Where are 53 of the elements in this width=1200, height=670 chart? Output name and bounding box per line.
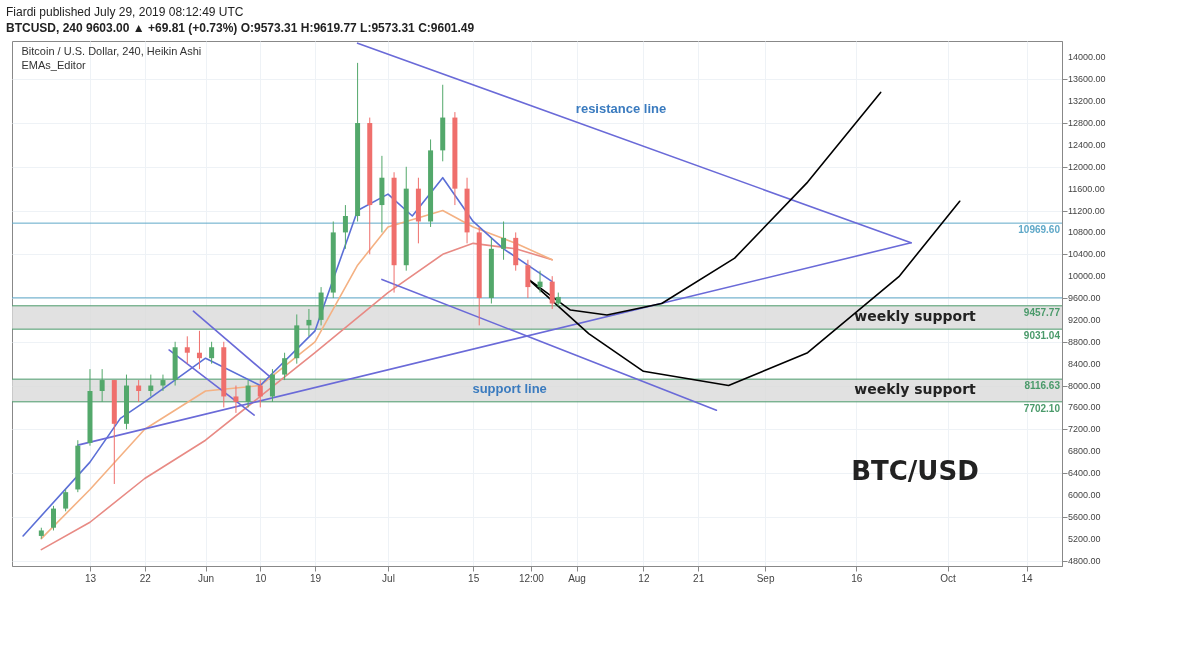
y-tick-label: 10800.00	[1068, 227, 1106, 238]
annotation: resistance line	[575, 101, 667, 117]
x-tick-label: 21	[693, 572, 705, 584]
text: EMAs_Editor	[21, 59, 87, 71]
y-tick-label: 12400.00	[1068, 139, 1106, 150]
y-tick-label: 13600.00	[1068, 74, 1106, 85]
y-tick-label: 9200.00	[1068, 314, 1101, 325]
chart-title: Bitcoin / U.S. Dollar, 240, Heikin Ashi	[21, 45, 202, 57]
y-tick-label: 8800.00	[1068, 336, 1101, 347]
y-tick-label: 11600.00	[1068, 183, 1105, 194]
annotation: BTC/USD	[851, 455, 979, 486]
x-tick-label: 13	[84, 572, 97, 584]
y-tick-label: 10000.00	[1068, 271, 1106, 282]
y-tick-label: 6000.00	[1068, 489, 1101, 500]
y-tick-label: 10400.00	[1068, 249, 1106, 260]
x-tick-label: 22	[139, 572, 152, 584]
y-tick-label: 12000.00	[1068, 161, 1106, 172]
y-tick-label: 6400.00	[1068, 468, 1101, 479]
y-tick-label: 13200.00	[1068, 96, 1106, 107]
y-tick-label: 5600.00	[1068, 511, 1101, 522]
band-label: weekly support	[854, 381, 977, 398]
y-tick-label: 9600.00	[1068, 293, 1101, 304]
x-tick-label: Jul	[382, 572, 395, 584]
ref-line-label: 7702.10	[1023, 402, 1061, 414]
y-tick-label: 7200.00	[1068, 424, 1101, 435]
band-label: weekly support	[854, 308, 977, 325]
y-tick-label: 8400.00	[1068, 358, 1101, 369]
annotation: support line	[472, 381, 547, 397]
x-tick-label: 16	[851, 572, 863, 584]
x-tick-label: Aug	[568, 572, 586, 584]
x-tick-label: 15	[468, 572, 480, 584]
x-tick-label: 12:00	[518, 572, 545, 584]
x-tick-label: 10	[255, 572, 267, 584]
y-tick-label: 8000.00	[1068, 380, 1101, 391]
ref-line-label: 10969.60	[1018, 224, 1061, 236]
ref-line-label: 8116.63	[1024, 380, 1061, 392]
ref-line-label: 9031.04	[1023, 330, 1061, 342]
text: BTCUSD, 240 9603.00 ▲ +69.81 (+0.73%) O:9573.31 H:9619.77 L:9573.31 C:9601.49	[6, 20, 476, 36]
ref-line-label: 9457.77	[1023, 306, 1061, 318]
y-tick-label: 4800.00	[1068, 555, 1101, 566]
x-tick-label: Jun	[197, 572, 215, 584]
y-tick-label: 5200.00	[1068, 533, 1101, 544]
x-tick-label: Oct	[940, 572, 957, 584]
y-tick-label: 6800.00	[1068, 446, 1101, 457]
x-tick-label: 14	[1021, 572, 1034, 584]
text: Fiardi published July 29, 2019 08:12:49 UTC	[6, 4, 245, 20]
y-tick-label: 11200.00	[1068, 205, 1105, 216]
y-tick-label: 14000.00	[1068, 52, 1106, 63]
y-tick-label: 7600.00	[1068, 402, 1101, 413]
x-tick-label: 19	[309, 572, 322, 584]
x-tick-label: 12	[638, 572, 650, 584]
y-tick-label: 12800.00	[1068, 118, 1106, 129]
x-tick-label: Sep	[756, 572, 775, 584]
